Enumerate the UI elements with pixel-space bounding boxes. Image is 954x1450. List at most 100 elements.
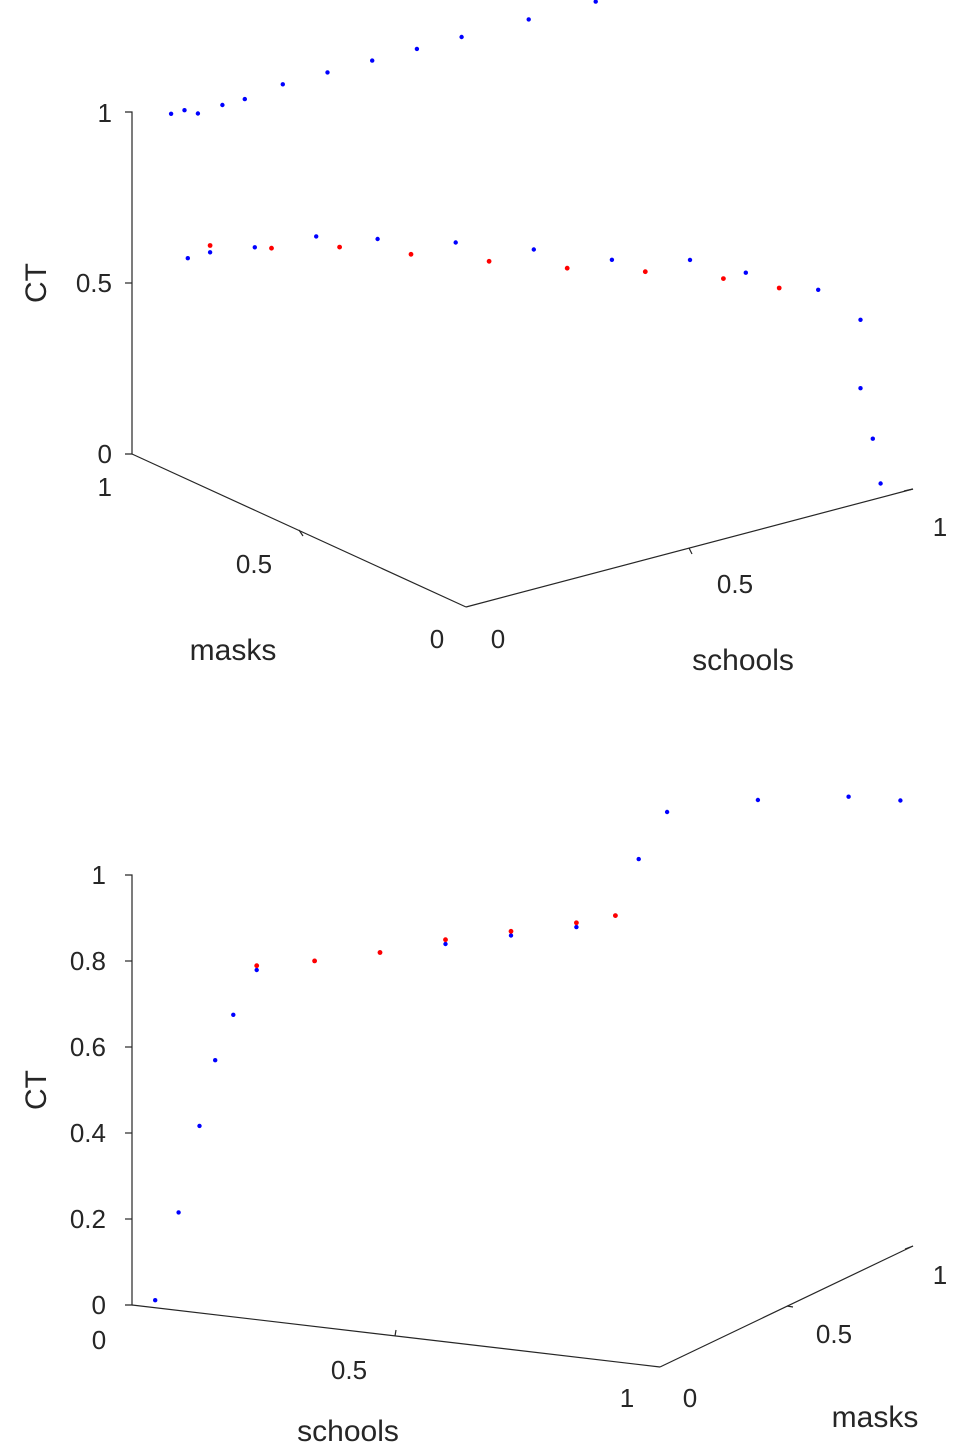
plot1-series1-point-8	[414, 46, 420, 52]
plot2-schools-tick-0.5: 0.5	[331, 1355, 367, 1385]
plot1-series1-point-13	[207, 250, 213, 255]
plot1-series2-point-6	[642, 269, 648, 275]
plot1-y-label: masks	[190, 634, 277, 667]
plot1-masks-tick-0.5: 0.5	[236, 549, 272, 579]
plot2-series1-point-9	[508, 933, 514, 938]
plot1-series1-point-14	[252, 245, 257, 250]
plot2-x-label: schools	[297, 1415, 399, 1448]
plot2-masks-tick-0: 0	[683, 1383, 697, 1413]
plot2-series1-point-5	[254, 967, 259, 973]
plot1-series1-point-12	[185, 256, 190, 261]
plot1-series1-point-22	[816, 287, 821, 292]
plot1-series1-point-17	[453, 240, 458, 245]
plot1-series2-point-7	[721, 276, 726, 281]
plot2-series2-point-4	[508, 928, 514, 934]
plot1-z-tick-0.5: 0.5	[76, 268, 112, 298]
plot1-series2-point-0	[207, 243, 213, 248]
plot1-schools-tick-1: 1	[933, 512, 947, 542]
plot2-schools-axis	[131, 1304, 661, 1368]
plot2-series2-point-5	[574, 920, 579, 926]
plot2-series2-point-1	[312, 958, 317, 964]
plot1-series1-point-10	[526, 17, 531, 22]
plot2-axes	[125, 874, 914, 1368]
plot1-x-label: schools	[692, 644, 794, 677]
plot1-series1-point-24	[858, 386, 863, 391]
plot1-series1-point-3	[220, 102, 225, 108]
plot2-series2-point-2	[377, 950, 383, 955]
plot1-series1-point-18	[531, 247, 536, 252]
plot2-z-tick-0.8: 0.8	[70, 946, 106, 976]
plot2-series1-point-14	[755, 797, 761, 803]
plot1-series1-point-5	[280, 82, 285, 87]
plot1-schools-tick-end	[903, 488, 914, 492]
plot2-series1-point-16	[898, 798, 903, 803]
plot2-masks-tick-0.5: 0.5	[816, 1319, 852, 1349]
plot1-series1-point-23	[858, 317, 863, 322]
plot2-z-axis	[125, 874, 133, 1306]
plot1-series1-point-26	[878, 481, 883, 486]
plot1-series1-point-19	[609, 257, 615, 262]
plot1-masks-tick-mid	[298, 529, 304, 537]
plot1-series2-point-8	[776, 285, 782, 291]
plot1-series1-point-2	[195, 111, 201, 116]
plot2-z-tick-0: 0	[92, 1290, 106, 1320]
plot2-series1-point-12	[636, 856, 641, 862]
plot2-series2-point-6	[613, 913, 618, 918]
plot1-series1-point-0	[168, 111, 174, 117]
plot1-series2-point-4	[486, 258, 492, 264]
plot2-series1-point-8	[443, 941, 448, 947]
plot2-y-label: masks	[832, 1401, 919, 1434]
plot2-series1-point-0	[153, 1298, 158, 1303]
plot1-series2-point-3	[408, 251, 414, 257]
plot1-z-tick-1: 1	[98, 98, 112, 128]
plot2-z-tick-0.4: 0.4	[70, 1118, 106, 1148]
plot2-z-tick-1: 1	[92, 860, 106, 890]
plot2-masks-tick-end	[904, 1245, 914, 1250]
plot1-series2-point-2	[337, 244, 342, 250]
plot-1: 1 0.5 0 1 0.5 0 0 0.5 1 CT masks schools	[20, 0, 947, 677]
plot2-masks-tick-1: 1	[933, 1260, 947, 1290]
plot1-series1-point-1	[182, 108, 187, 113]
plot1-series1-point-15	[314, 234, 319, 239]
plot2-schools-tick-1: 1	[620, 1383, 634, 1413]
plot1-masks-tick-1: 1	[98, 472, 112, 502]
plot2-z-label: CT	[20, 1070, 53, 1110]
plot2-series1-point-13	[664, 809, 670, 815]
plot1-schools-tick-mid	[688, 547, 693, 555]
plot1-series1-point-6	[325, 70, 330, 75]
plot2-series1-point-1	[176, 1210, 181, 1215]
plot2-z-tick-0.6: 0.6	[70, 1032, 106, 1062]
plot2-series1-point-4	[231, 1012, 236, 1017]
plot1-z-label: CT	[20, 263, 53, 303]
plot2-masks-axis	[659, 1245, 914, 1368]
plot2-schools-tick-0: 0	[92, 1325, 106, 1355]
plot2-series2-point-0	[254, 963, 260, 969]
plot1-series2-point-1	[269, 245, 274, 251]
plot2-series1-point-15	[846, 794, 851, 799]
plot1-series1-point-4	[242, 96, 247, 102]
plot1-schools-tick-0: 0	[491, 624, 505, 654]
plot2-series2-point-3	[443, 937, 448, 943]
plot1-series1-point-7	[370, 58, 375, 63]
plot1-series1-point-11	[593, 0, 598, 4]
plot2-data-points	[153, 794, 903, 1303]
plot2-series1-point-10	[574, 924, 579, 930]
plot1-series1-point-9	[459, 34, 464, 40]
plot1-z-tick-0: 0	[98, 439, 112, 469]
plot2-series1-point-3	[213, 1058, 218, 1063]
plot1-series2-point-5	[564, 265, 570, 271]
plot1-series1-point-16	[375, 236, 380, 242]
plot1-series1-point-25	[870, 436, 875, 441]
plot2-z-tick-0.2: 0.2	[70, 1204, 106, 1234]
plot1-series1-point-20	[687, 257, 693, 263]
plot1-series1-point-21	[743, 270, 748, 275]
plot1-axes	[125, 111, 914, 608]
plot1-schools-tick-0.5: 0.5	[717, 569, 753, 599]
plot2-schools-tick-mid	[394, 1329, 397, 1337]
plot2-masks-tick-mid	[786, 1305, 794, 1308]
plot-2: 1 0.8 0.6 0.4 0.2 0 0 0.5 1 0 0.5 1 CT s…	[20, 794, 947, 1448]
plot1-data-points	[168, 0, 883, 486]
plot1-masks-tick-0: 0	[430, 624, 444, 654]
plot2-series1-point-2	[197, 1123, 202, 1129]
